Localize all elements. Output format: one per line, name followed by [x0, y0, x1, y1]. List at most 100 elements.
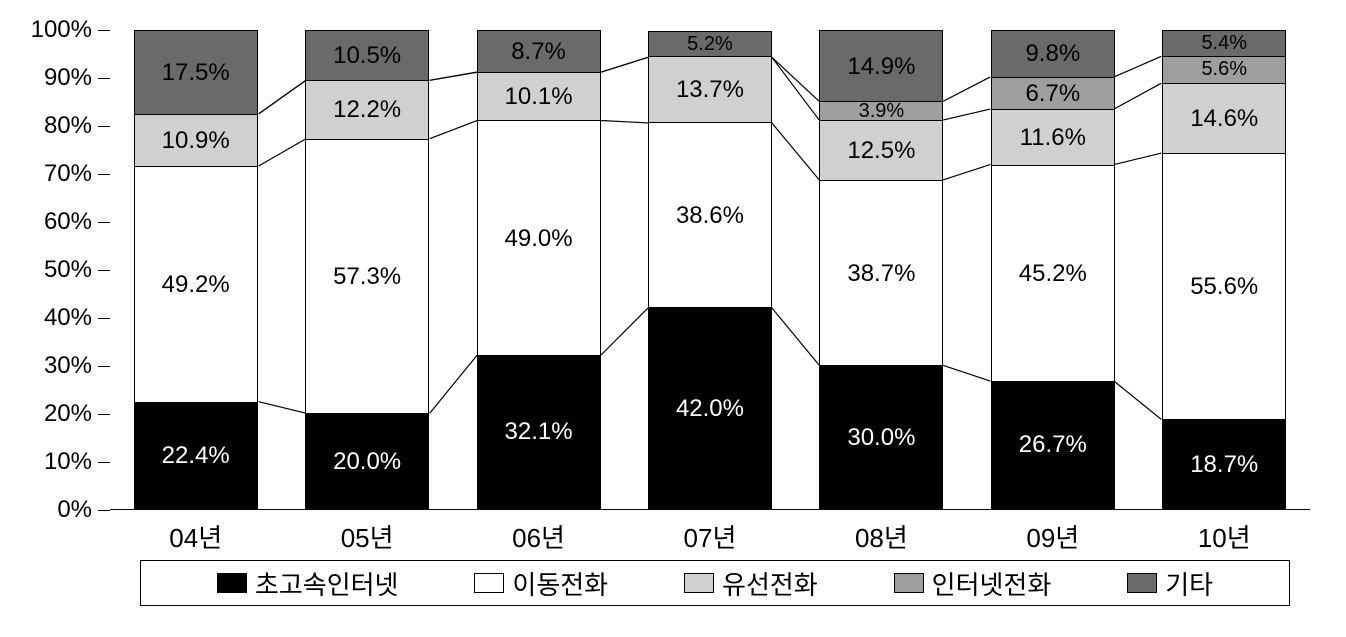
bar-segment-s3: 12.2% — [305, 80, 429, 138]
bar-slot: 20.0% 57.3% 12.2% 10.5% — [305, 30, 429, 509]
bar-segment-s3: 11.6% — [991, 109, 1115, 165]
bar-slot: 22.4% 49.2% 10.9% 17.5% — [134, 30, 258, 509]
bar-slot: 32.1%49.0%10.1%8.7% — [477, 30, 601, 509]
segment-label: 11.6% — [1020, 125, 1086, 150]
segment-label: 10.1% — [505, 84, 573, 109]
legend-item: 유선전화 — [684, 565, 818, 602]
y-tick — [98, 222, 110, 223]
legend: 초고속인터넷 이동전화 유선전화 인터넷전화 기타 — [140, 560, 1290, 606]
bars-row: 22.4% 49.2% 10.9% 17.5% 20.0% 57.3% 12.2% 10.5%… — [110, 30, 1310, 509]
segment-label: 49.2% — [162, 272, 230, 297]
y-tick — [98, 462, 110, 463]
y-tick — [98, 174, 110, 175]
y-tick-label: 70% — [44, 160, 92, 188]
segment-label: 45.2% — [1019, 261, 1087, 286]
segment-label: 14.6% — [1190, 106, 1258, 131]
bar-segment-s5: 8.7% — [477, 30, 601, 72]
bar-segment-s2: 38.7% — [819, 180, 943, 365]
legend-item: 인터넷전화 — [894, 565, 1052, 602]
segment-label: 12.2% — [333, 97, 401, 122]
legend-item: 기타 — [1127, 565, 1213, 602]
x-tick-label: 05년 — [305, 518, 429, 555]
x-tick-label: 09년 — [991, 518, 1115, 555]
y-tick-label: 60% — [44, 208, 92, 236]
bar: 18.7% 55.6% 14.6% 5.6% 5.4% — [1162, 30, 1286, 509]
bar: 32.1%49.0%10.1%8.7% — [477, 30, 601, 509]
plot-area: 22.4% 49.2% 10.9% 17.5% 20.0% 57.3% 12.2% 10.5%… — [110, 30, 1310, 510]
bar-segment-s2: 38.6% — [648, 122, 772, 307]
legend-label: 초고속인터넷 — [255, 565, 399, 602]
segment-label: 5.2% — [687, 34, 733, 55]
y-tick-label: 20% — [44, 400, 92, 428]
segment-label: 22.4% — [162, 443, 230, 468]
segment-label: 57.3% — [333, 264, 401, 289]
y-tick-label: 10% — [44, 448, 92, 476]
bar-segment-s4: 3.9% — [819, 101, 943, 120]
bar-segment-s3: 14.6% — [1162, 83, 1286, 153]
segment-label: 6.7% — [1025, 81, 1080, 106]
bar: 20.0% 57.3% 12.2% 10.5% — [305, 30, 429, 509]
segment-label: 13.7% — [676, 77, 744, 102]
bar-segment-s5: 5.2% — [648, 31, 772, 56]
legend-label: 유선전화 — [722, 565, 818, 602]
segment-label: 30.0% — [847, 425, 915, 450]
segment-label: 17.5% — [162, 60, 230, 85]
bar-segment-s2: 49.2% — [134, 166, 258, 402]
segment-label: 55.6% — [1190, 274, 1258, 299]
segment-label: 10.9% — [162, 128, 230, 153]
y-tick-label: 80% — [44, 112, 92, 140]
bar-segment-s5: 5.4% — [1162, 30, 1286, 56]
bar: 22.4% 49.2% 10.9% 17.5% — [134, 30, 258, 509]
segment-label: 12.5% — [847, 138, 915, 163]
bar-segment-s3: 10.1% — [477, 72, 601, 120]
bar-segment-s1: 18.7% — [1162, 419, 1286, 509]
y-tick — [98, 270, 110, 271]
y-tick-label: 50% — [44, 256, 92, 284]
x-tick-label: 04년 — [134, 518, 258, 555]
bar-segment-s5: 10.5% — [305, 30, 429, 80]
bar-segment-s4: 6.7% — [991, 77, 1115, 109]
bar-segment-s3: 12.5% — [819, 120, 943, 180]
bar: 30.0% 38.7% 12.5% 3.9%14.9% — [819, 30, 943, 509]
segment-label: 18.7% — [1190, 452, 1258, 477]
y-tick — [98, 78, 110, 79]
bar-segment-s3: 10.9% — [134, 114, 258, 166]
x-tick-label: 06년 — [477, 518, 601, 555]
y-tick-label: 90% — [44, 64, 92, 92]
y-tick — [98, 366, 110, 367]
y-tick — [98, 30, 110, 31]
segment-label: 3.9% — [859, 101, 905, 122]
legend-label: 기타 — [1165, 565, 1213, 602]
bar-segment-s5: 17.5% — [134, 30, 258, 114]
bar-slot: 18.7% 55.6% 14.6% 5.6% 5.4% — [1162, 30, 1286, 509]
segment-label: 20.0% — [333, 449, 401, 474]
bar-segment-s1: 20.0% — [305, 413, 429, 509]
y-tick-label: 30% — [44, 352, 92, 380]
legend-label: 이동전화 — [512, 565, 608, 602]
y-tick — [98, 126, 110, 127]
legend-item: 초고속인터넷 — [217, 565, 399, 602]
bar: 42.0%38.6%13.7%5.2% — [648, 30, 772, 509]
bar-segment-s1: 26.7% — [991, 381, 1115, 509]
bar-segment-s2: 55.6% — [1162, 153, 1286, 420]
y-tick — [98, 414, 110, 415]
segment-label: 8.7% — [511, 39, 566, 64]
segment-label: 5.6% — [1201, 59, 1247, 80]
bar-segment-s1: 22.4% — [134, 402, 258, 509]
bar-segment-s1: 30.0% — [819, 365, 943, 509]
x-tick-label: 10년 — [1162, 518, 1286, 555]
legend-swatch — [474, 573, 504, 593]
legend-item: 이동전화 — [474, 565, 608, 602]
legend-swatch — [684, 573, 714, 593]
bar-segment-s2: 45.2% — [991, 165, 1115, 382]
bar-segment-s5: 14.9% — [819, 30, 943, 101]
x-tick-label: 07년 — [648, 518, 772, 555]
bar-segment-s1: 32.1% — [477, 355, 601, 509]
legend-swatch — [894, 573, 924, 593]
y-tick-label: 0% — [57, 496, 92, 524]
x-axis-labels: 04년05년06년07년08년09년10년 — [110, 518, 1310, 555]
y-tick-label: 100% — [31, 16, 92, 44]
segment-label: 9.8% — [1025, 41, 1080, 66]
bar-segment-s5: 9.8% — [991, 30, 1115, 77]
bar-slot: 26.7% 45.2% 11.6% 6.7% 9.8% — [991, 30, 1115, 509]
